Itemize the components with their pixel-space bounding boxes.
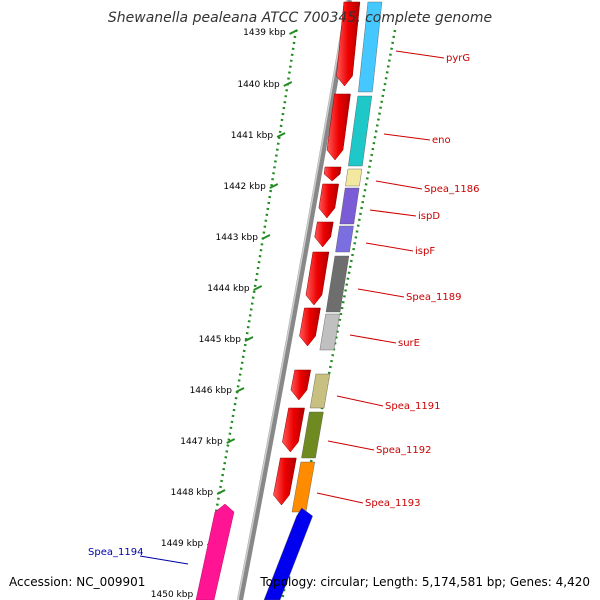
gene-label-eno: eno [432, 135, 451, 146]
gene-block-spea_1192 [301, 411, 324, 459]
gene-label-spea_1193: Spea_1193 [365, 498, 420, 509]
ruler-tick-label: 1449 kbp [161, 539, 204, 549]
ruler-tick-label: 1441 kbp [231, 131, 274, 141]
gene-labels: pyrG eno Spea_1186 ispD ispF Spea_1189 surE Spe… [88, 50, 479, 565]
cds-arrow [282, 407, 305, 453]
ruler-tick-label: 1447 kbp [180, 437, 223, 447]
ruler-tick-label: 1448 kbp [171, 488, 214, 498]
cds-arrow [318, 183, 339, 219]
gene-label-spea_1191: Spea_1191 [385, 401, 440, 412]
ruler-arc-inner [280, 29, 397, 600]
gene-block-spea_1189 [325, 255, 350, 313]
leader-line [395, 50, 445, 59]
map-title: Shewanella pealeana ATCC 700345, complet… [108, 10, 492, 26]
gene-label-spea_1189: Spea_1189 [406, 292, 461, 303]
cds-arrow [336, 1, 361, 87]
ruler-tick [283, 81, 293, 87]
ruler-tick-label: 1443 kbp [216, 233, 259, 243]
gene-track [263, 1, 383, 600]
ruler-tick-label: 1445 kbp [199, 335, 242, 345]
gene-block-spea_1191 [309, 373, 331, 409]
leader-line [316, 492, 364, 504]
leader-line [139, 555, 189, 565]
ruler: 1439 kbp 1440 kbp 1441 kbp 1442 kbp 1443 kbp… [151, 28, 298, 600]
cds-arrow [314, 221, 334, 248]
leader-line [357, 288, 405, 298]
ruler-tick-label: 1450 kbp [151, 590, 194, 600]
gene-block-spea_1193 [291, 461, 316, 513]
cds-arrow [305, 251, 330, 306]
ruler-tick-label: 1446 kbp [190, 386, 233, 396]
ruler-tick [269, 183, 279, 189]
ruler-tick [289, 29, 298, 35]
ruler-tick-label: 1440 kbp [237, 80, 280, 90]
gene-block-sure [319, 313, 340, 351]
ruler-tick-label: 1442 kbp [223, 182, 266, 192]
leader-line [365, 242, 414, 252]
gene-label-sure: surE [398, 338, 420, 349]
gene-label-spea_1186: Spea_1186 [424, 184, 479, 195]
gene-block-ispd [339, 187, 360, 225]
cds-arrow [326, 93, 351, 161]
genome-backbone [237, 0, 352, 600]
cds-arrow [299, 307, 321, 347]
gene-block-eno [348, 95, 373, 167]
cds-arrow [323, 166, 342, 182]
gene-block-pyrg [358, 1, 383, 93]
leader-line [369, 209, 417, 217]
gene-label-pyrg: pyrG [446, 53, 470, 64]
ruler-tick [253, 285, 263, 291]
gene-label-spea_1192: Spea_1192 [376, 445, 431, 456]
gene-label-spea_1194: Spea_1194 [88, 547, 143, 558]
gene-block-spea_1194 [263, 507, 313, 600]
cds-arrow [273, 457, 297, 506]
ruler-tick [244, 336, 254, 342]
cds-arrow [290, 369, 312, 401]
leader-line [375, 180, 423, 190]
leader-line [383, 133, 431, 141]
ruler-tick [276, 132, 286, 138]
gene-block-spea_1186 [345, 168, 363, 187]
accession-text: Accession: NC_009901 [9, 575, 145, 589]
ruler-tick-label: 1444 kbp [207, 284, 250, 294]
leader-line [336, 395, 384, 407]
cds-track [195, 1, 361, 600]
gene-label-ispf: ispF [415, 246, 435, 257]
ruler-tick [235, 387, 245, 393]
leader-line [349, 334, 397, 344]
leader-line [327, 440, 375, 451]
cds-arrow-reverse [195, 503, 235, 600]
ruler-tick-label: 1439 kbp [243, 28, 286, 38]
genome-backbone-highlight [237, 0, 348, 600]
ruler-tick [226, 438, 236, 444]
gene-label-ispd: ispD [418, 211, 440, 222]
ruler-tick [216, 489, 226, 495]
topology-text: Topology: circular; Length: 5,174,581 bp… [259, 575, 590, 589]
ruler-tick [261, 234, 271, 240]
gene-block-ispf [335, 225, 354, 253]
